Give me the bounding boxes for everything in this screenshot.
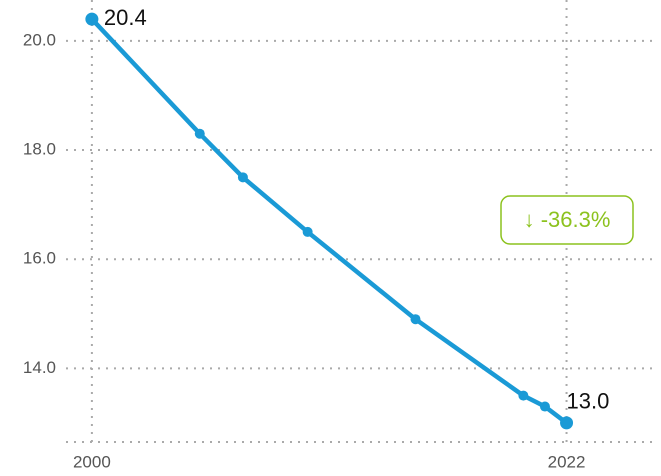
y-tick-label: 20.0 [23, 30, 56, 49]
data-label: 13.0 [567, 389, 610, 414]
point [539, 401, 550, 412]
point [410, 314, 421, 325]
point [85, 12, 99, 26]
point [237, 172, 248, 183]
point [194, 128, 205, 139]
point [302, 226, 313, 237]
point [560, 416, 574, 430]
y-tick-label: 18.0 [23, 140, 56, 159]
x-tick-label: 2000 [73, 452, 111, 471]
y-tick-label: 16.0 [23, 249, 56, 268]
point [518, 390, 529, 401]
line [90, 17, 568, 425]
data-label: 20.4 [104, 5, 147, 30]
x-tick-label: 2022 [548, 452, 586, 471]
y-tick-label: 14.0 [23, 358, 56, 377]
annotation-box [500, 195, 634, 245]
annotation: ↓ -36.3% [524, 207, 611, 232]
